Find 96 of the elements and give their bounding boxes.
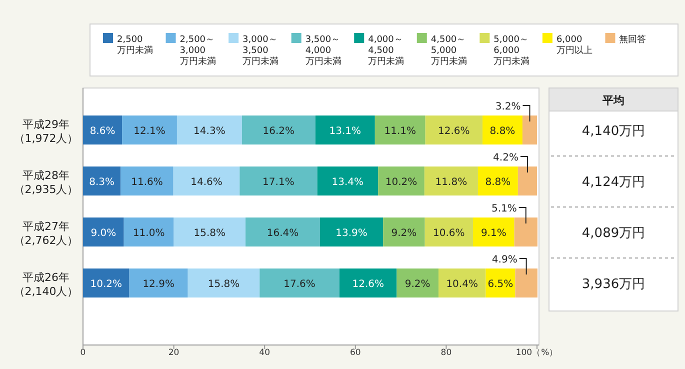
data-label: 13.1% [329,126,362,137]
legend-label: 4,000～4,500万円未満 [368,35,404,67]
data-label: 10.6% [433,228,465,239]
data-label: 12.9% [142,279,174,290]
bar [518,166,537,196]
data-label: 13.4% [332,177,364,188]
data-label: 11.8% [435,177,468,188]
bar [425,116,483,144]
bar [340,268,397,298]
y-tick-label: 平成28年（2,935人） [14,169,78,196]
y-tick-label: 平成27年（2,762人） [14,220,78,247]
bar [438,268,486,298]
text: 3,936万円 [582,277,646,292]
legend-label: 3,500～4,000万円未満 [305,35,342,67]
bar [374,116,426,144]
data-label: 17.1% [262,177,294,188]
data-label: 13.9% [336,228,368,239]
data-label: 15.8% [194,228,226,239]
legend-label: 3,000～3,500万円未満 [242,35,279,67]
text: 4,089万円 [582,226,646,241]
data-label: 8.6% [90,126,116,137]
data-label: 5.1% [491,204,517,214]
bar [396,268,438,298]
data-label: 11.6% [131,177,163,188]
x-tick-label: 80 [440,348,452,358]
x-tick-label: 100（%） [516,348,558,358]
bar [378,166,424,196]
data-label: 9.2% [404,279,430,290]
data-label: 14.3% [194,126,226,137]
bar [482,116,522,144]
x-tick-label: 0 [80,348,86,358]
data-label: 15.8% [208,279,240,290]
data-label: 9.0% [90,228,116,239]
data-label: 16.2% [262,126,295,137]
text: 平均 [602,94,624,107]
legend-label: 4,500～5,000万円未満 [430,35,467,67]
bar [315,116,375,144]
bar [83,218,124,246]
bar [424,218,473,246]
data-label: 8.3% [89,177,115,188]
bar [83,166,121,196]
legend-label: 2,500～3,000万円未満 [180,35,216,67]
data-label: 11.1% [384,126,416,137]
bar [260,268,340,298]
data-label: 8.8% [485,177,511,188]
data-label: 4.2% [493,152,518,164]
legend-label: 2,500万円未満 [117,35,153,56]
data-label: 3.2% [495,102,521,112]
x-tick-label: 60 [350,348,361,358]
bar [122,116,177,144]
data-label: 4.9% [492,254,518,266]
bar [514,218,538,246]
y-tick-label: 平成29年（1,972人） [14,118,78,145]
bar [124,218,174,246]
bar [176,116,242,144]
legend-label: 5,000～6,000万円未満 [494,35,530,67]
bar [83,116,122,144]
data-label: 12.1% [134,126,166,137]
data-label: 17.6% [284,279,316,290]
bar [383,218,425,246]
text: 4,124万円 [582,175,646,190]
bar [173,166,240,196]
bar [522,116,537,144]
data-label: 12.6% [352,279,384,290]
bar [83,268,130,298]
x-tick-label: 20 [168,348,180,358]
bar [242,116,316,144]
bar [246,218,320,246]
data-label: 10.2% [90,279,122,290]
data-label: 10.4% [446,279,478,290]
bar [174,218,246,246]
bar [240,166,318,196]
data-label: 16.4% [266,228,299,239]
legend-label: 無回答 [619,34,646,45]
bar [320,218,384,246]
text: 4,140万円 [582,124,646,139]
bar [120,166,174,196]
data-label: 14.6% [190,177,222,188]
data-label: 9.2% [391,228,417,239]
bar [424,166,478,196]
data-label: 11.0% [132,228,165,239]
legend-label: 6,000万円以上 [556,35,592,56]
bar [472,218,514,246]
y-tick-label: 平成26年（2,140人） [14,271,78,298]
bar [515,268,538,298]
bar [188,268,260,298]
data-label: 8.8% [490,126,516,137]
bar [129,268,188,298]
data-label: 6.5% [488,279,514,290]
bar [478,166,518,196]
data-label: 10.2% [385,177,418,188]
bar [486,268,516,298]
bar [317,166,378,196]
data-label: 12.6% [438,126,470,137]
x-tick-label: 40 [259,348,270,358]
data-label: 9.1% [480,228,506,239]
